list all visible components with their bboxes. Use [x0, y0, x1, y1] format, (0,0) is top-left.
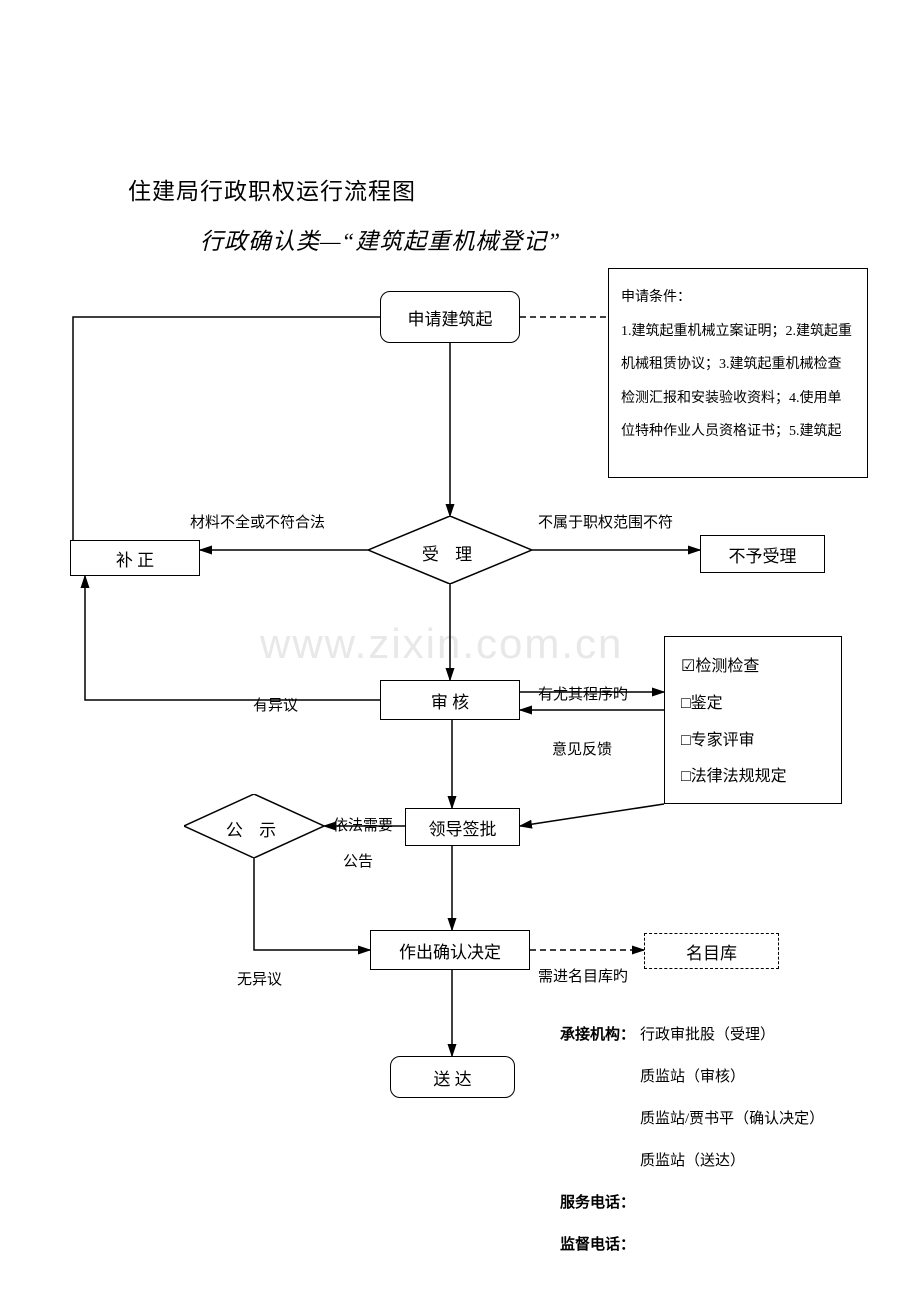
watermark: www.zixin.com.cn	[260, 620, 623, 668]
diamond-publish: 公 示	[184, 794, 324, 858]
node-approve: 领导签批	[405, 808, 520, 846]
edge-label-feedback: 意见反馈	[552, 738, 612, 759]
info-org-line-3: 质监站（送达）	[640, 1149, 745, 1170]
node-correct: 补 正	[70, 540, 200, 576]
condition-line-3: 位特种作业人员资格证书；5.建筑起	[621, 415, 855, 449]
check-item-1: □鉴定	[681, 686, 825, 723]
info-service-phone: 服务电话：	[560, 1191, 635, 1212]
diamond-accept: 受 理	[368, 516, 532, 584]
edge-label-tolib: 需进名目库旳	[538, 965, 628, 986]
condition-line-2: 检测汇报和安装验收资料；4.使用单	[621, 382, 855, 416]
page-title-sub: 行政确认类—“建筑起重机械登记”	[200, 222, 561, 256]
node-deliver: 送 达	[390, 1056, 515, 1098]
condition-line-1: 机械租赁协议；3.建筑起重机械检查	[621, 348, 855, 382]
check-box: ☑检测检查□鉴定□专家评审□法律法规规定	[664, 636, 842, 804]
node-decide: 作出确认决定	[370, 930, 530, 970]
info-supervise-phone: 监督电话：	[560, 1233, 635, 1254]
edge-label-announce: 公告	[343, 850, 373, 871]
info-org-line-0: 行政审批股（受理）	[640, 1023, 775, 1044]
condition-line-0: 1.建筑起重机械立案证明；2.建筑起重	[621, 315, 855, 349]
info-org-line-1: 质监站（审核）	[640, 1065, 745, 1086]
node-apply: 申请建筑起	[380, 291, 520, 343]
info-org-line-2: 质监站/贾书平（确认决定）	[640, 1107, 824, 1128]
edge-label-incomplete: 材料不全或不符合法	[190, 511, 325, 532]
info-org-label: 承接机构：	[560, 1023, 635, 1044]
edge-label-objection: 有异议	[253, 694, 298, 715]
edge-label-outscope: 不属于职权范围不符	[538, 511, 673, 532]
diamond-publish-label: 公 示	[184, 816, 324, 841]
edge-label-lawneed: 依法需要	[333, 814, 393, 835]
check-item-3: □法律法规规定	[681, 759, 825, 796]
diamond-accept-label: 受 理	[368, 540, 532, 565]
node-catalog: 名目库	[644, 933, 779, 969]
node-review: 审 核	[380, 680, 520, 720]
edge-label-special: 有尤其程序旳	[538, 683, 628, 704]
page-title-main: 住建局行政职权运行流程图	[128, 172, 416, 206]
check-item-2: □专家评审	[681, 723, 825, 760]
check-item-0: ☑检测检查	[681, 649, 825, 686]
condition-title: 申请条件：	[621, 281, 855, 315]
condition-box: 申请条件： 1.建筑起重机械立案证明；2.建筑起重机械租赁协议；3.建筑起重机械…	[608, 268, 868, 478]
node-reject: 不予受理	[700, 535, 825, 573]
edge-label-noobject: 无异议	[237, 968, 282, 989]
